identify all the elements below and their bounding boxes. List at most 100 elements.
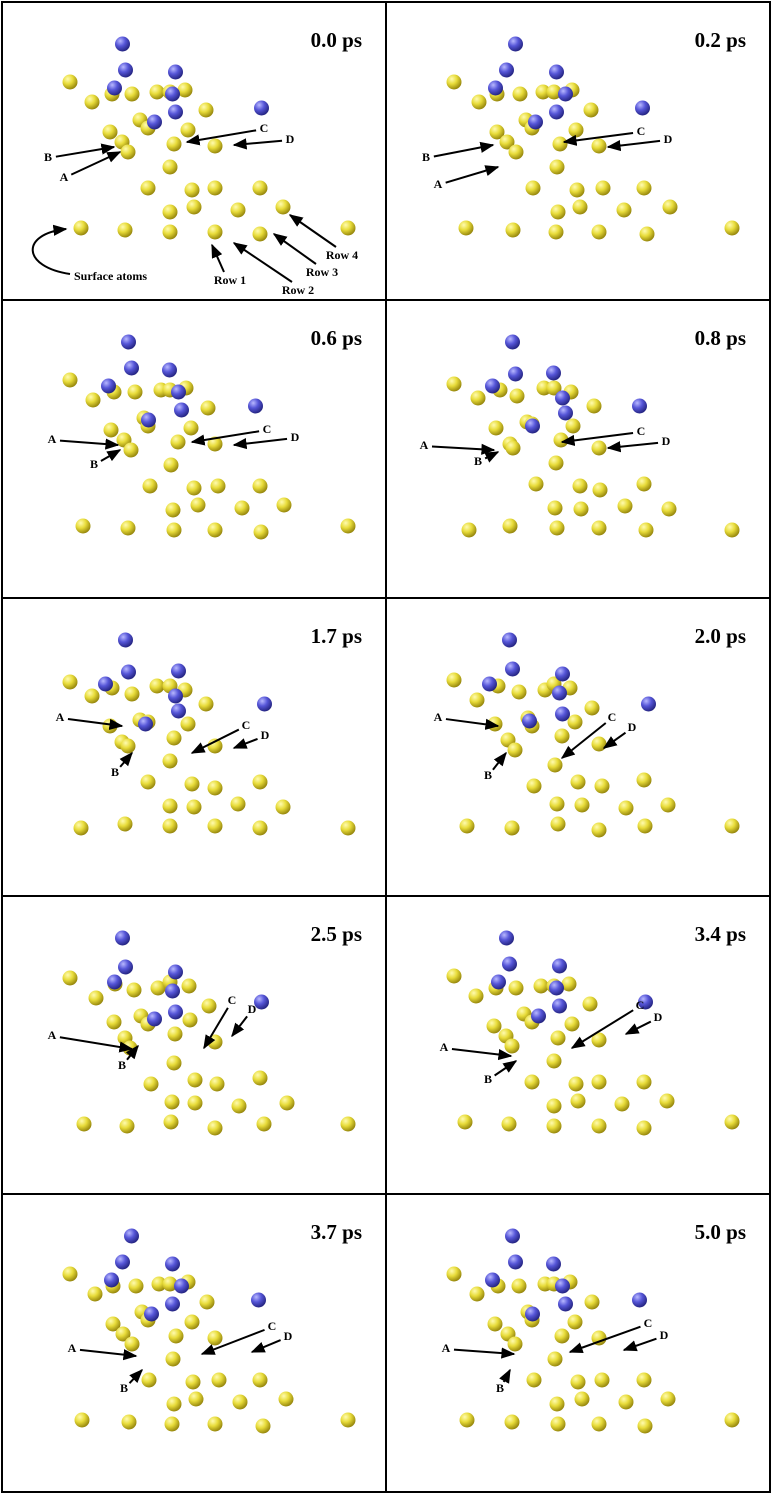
gold-atom xyxy=(639,226,655,242)
gold-atom xyxy=(128,1278,144,1294)
arrow xyxy=(185,129,257,146)
blue-atom xyxy=(508,36,523,52)
atom-label: A xyxy=(48,432,57,446)
gold-atom xyxy=(550,1416,566,1432)
gold-atom xyxy=(446,1266,462,1282)
gold-atom xyxy=(106,1014,122,1030)
arrow xyxy=(211,243,225,273)
atom-label: D xyxy=(291,430,300,444)
gold-atom xyxy=(162,159,178,175)
gold-atom xyxy=(488,420,504,436)
arrow xyxy=(100,449,122,462)
gold-atom xyxy=(499,134,515,150)
gold-atom xyxy=(162,818,178,834)
blue-atom xyxy=(491,974,506,990)
atom-label: B xyxy=(474,454,482,468)
gold-atom xyxy=(446,672,462,688)
atom-label: A xyxy=(434,710,443,724)
arrow xyxy=(451,1047,513,1061)
gold-atom xyxy=(62,1266,78,1282)
gold-atom xyxy=(198,102,214,118)
blue-atom xyxy=(144,1306,159,1322)
gold-atom xyxy=(512,86,528,102)
arrow xyxy=(606,139,661,152)
arrow xyxy=(499,1368,511,1384)
gold-atom xyxy=(74,1412,90,1428)
atom-label: A xyxy=(56,710,65,724)
gold-atom xyxy=(550,204,566,220)
gold-atom xyxy=(207,138,223,154)
blue-atom xyxy=(505,661,520,677)
atom-label: D xyxy=(664,132,673,146)
gold-atom xyxy=(105,1316,121,1332)
gold-atom xyxy=(120,520,136,536)
gold-atom xyxy=(573,501,589,517)
gold-atom xyxy=(166,136,182,152)
blue-atom xyxy=(171,384,186,400)
gold-atom xyxy=(276,497,292,513)
gold-atom xyxy=(184,776,200,792)
gold-atom xyxy=(163,457,179,473)
gold-atom xyxy=(165,1351,181,1367)
gold-atom xyxy=(549,520,565,536)
gold-atom xyxy=(199,1294,215,1310)
atom-label: D xyxy=(662,434,671,448)
blue-atom xyxy=(251,1292,266,1308)
gold-atom xyxy=(187,1095,203,1111)
gold-atom xyxy=(207,1416,223,1432)
gold-atom xyxy=(340,518,356,534)
gold-atom xyxy=(62,74,78,90)
blue-atom xyxy=(558,86,573,102)
blue-atom xyxy=(508,1254,523,1270)
gold-atom xyxy=(724,1412,740,1428)
atom-label: A xyxy=(68,1341,77,1355)
blue-atom xyxy=(168,64,183,80)
gold-atom xyxy=(183,420,199,436)
gold-atom xyxy=(340,1412,356,1428)
atom-label: B xyxy=(422,150,430,164)
arrow xyxy=(453,1347,516,1359)
gold-atom xyxy=(62,970,78,986)
gold-atom xyxy=(553,432,569,448)
gold-atom xyxy=(255,1418,271,1434)
blue-atom xyxy=(525,1306,540,1322)
arrow xyxy=(568,1325,641,1354)
gold-atom xyxy=(115,1326,131,1342)
gold-atom xyxy=(252,774,268,790)
gold-atom xyxy=(548,455,564,471)
gold-atom xyxy=(121,1414,137,1430)
gold-atom xyxy=(186,799,202,815)
gold-atom xyxy=(574,797,590,813)
arrow xyxy=(119,751,133,768)
blue-atom xyxy=(168,688,183,704)
gold-atom xyxy=(583,102,599,118)
blue-atom xyxy=(638,994,653,1010)
gold-atom xyxy=(446,376,462,392)
time-label: 0.8 ps xyxy=(695,326,746,350)
gold-atom xyxy=(340,1116,356,1132)
gold-atom xyxy=(528,476,544,492)
gold-atom xyxy=(234,500,250,516)
gold-atom xyxy=(614,1096,630,1112)
gold-atom xyxy=(170,434,186,450)
gold-atom xyxy=(162,1276,178,1292)
blue-atom xyxy=(555,390,570,406)
gold-atom xyxy=(164,1094,180,1110)
gold-atom xyxy=(470,390,486,406)
gold-atom xyxy=(526,1372,542,1388)
gold-atom xyxy=(508,144,524,160)
gold-atom xyxy=(567,714,583,730)
gold-atom xyxy=(457,1114,473,1130)
gold-atom xyxy=(724,220,740,236)
atom-label: B xyxy=(111,765,119,779)
gold-atom xyxy=(126,982,142,998)
gold-atom xyxy=(636,1372,652,1388)
blue-atom xyxy=(165,86,180,102)
gold-atom xyxy=(636,1120,652,1136)
blue-atom xyxy=(502,956,517,972)
gold-atom xyxy=(459,818,475,834)
gold-atom xyxy=(591,1330,607,1346)
row-label: Row 1 xyxy=(214,273,246,287)
gold-atom xyxy=(546,380,562,396)
gold-atom xyxy=(461,522,477,538)
